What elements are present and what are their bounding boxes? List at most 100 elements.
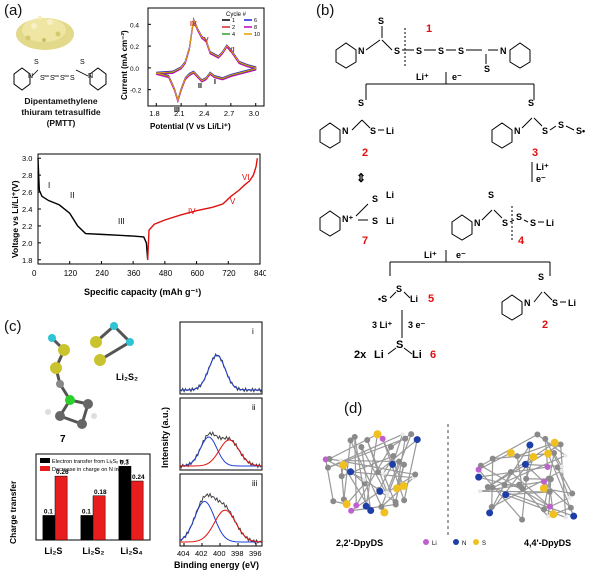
bar-2-1 bbox=[130, 480, 144, 541]
cv-series-line-cycle-2 bbox=[156, 17, 257, 102]
model-atom bbox=[559, 468, 564, 473]
model-atom bbox=[339, 461, 348, 470]
xps-fit-component bbox=[179, 509, 263, 543]
dc-xtick-label: 240 bbox=[95, 269, 109, 278]
model-atom bbox=[475, 473, 483, 481]
cv-peak-iv: IV bbox=[190, 21, 197, 28]
dpyds-models: 2,2'-DpyDS 4,4'-DpyDS Li N S bbox=[322, 424, 578, 548]
model-atom bbox=[380, 508, 389, 517]
cv-xtick-label: 1.8 bbox=[149, 109, 159, 118]
charge-transfer-chart: 0.1 0.26 Li₂S 0.1 0.18 Li₂S₂ 0.3 0.24 Li₂S₄ Char… bbox=[8, 453, 151, 556]
model-bond bbox=[366, 439, 379, 473]
model-atom bbox=[540, 506, 547, 513]
xps-frame-3 bbox=[179, 473, 263, 547]
model-atom bbox=[563, 515, 568, 520]
reagent-e-2: e⁻ bbox=[536, 174, 546, 184]
model-atom bbox=[529, 452, 538, 461]
model-atom bbox=[390, 453, 397, 460]
cv-xtick-label: 2.4 bbox=[199, 109, 209, 118]
dc-xlabel: Specific capacity (mAh g⁻¹) bbox=[84, 287, 201, 297]
model-atom bbox=[389, 460, 397, 468]
model-atom bbox=[401, 497, 408, 504]
cv-legend-label: 2 bbox=[232, 25, 235, 31]
svg-text:N: N bbox=[342, 126, 349, 136]
xps-xtick-label: 398 bbox=[231, 549, 244, 558]
xps-fit-component bbox=[179, 436, 262, 467]
model-bond bbox=[537, 434, 566, 457]
dc-ylabel: Voltage vs Li/Li⁺(V) bbox=[10, 180, 20, 258]
cv-peak-vi: VI bbox=[228, 47, 235, 54]
model-bond bbox=[382, 438, 405, 501]
xps-subpanel-label: i bbox=[252, 327, 254, 336]
xps-subpanel-label: ii bbox=[252, 403, 256, 412]
model-atom bbox=[353, 502, 360, 509]
model-atom bbox=[385, 493, 390, 498]
svg-text:N⁺: N⁺ bbox=[342, 214, 353, 224]
svg-text:S: S bbox=[484, 64, 490, 74]
bar-legend-black: Electron transfer from LiₓSₓ to 7 bbox=[52, 459, 129, 465]
model-bond bbox=[351, 503, 396, 512]
model-atom bbox=[526, 441, 534, 449]
model-atom bbox=[348, 507, 355, 514]
model-atom bbox=[413, 436, 421, 444]
svg-text:⇕: ⇕ bbox=[356, 171, 366, 185]
svg-text:Li: Li bbox=[546, 218, 554, 228]
model-atom bbox=[347, 468, 355, 476]
cv-xlabel: Potential (V vs Li/Li⁺) bbox=[150, 122, 231, 131]
compound-name: Dipentamethylene thiuram tetrasulfide (P… bbox=[6, 96, 116, 129]
model-atom bbox=[489, 484, 496, 491]
model-atom bbox=[484, 483, 491, 490]
panel-label-b: (b) bbox=[316, 2, 335, 19]
model-atom bbox=[381, 471, 386, 476]
dc-xtick-label: 840 bbox=[254, 269, 266, 278]
svg-text:S•: S• bbox=[576, 126, 585, 136]
model-atom bbox=[539, 484, 548, 493]
dc-ytick-label: 2.8 bbox=[22, 171, 32, 180]
svg-text:S: S bbox=[538, 272, 544, 282]
cv-chart: 1.8 2.1 2.4 2.7 3.0 0.4 0.2 0.0 -0.2 Current (mA… bbox=[120, 7, 265, 131]
bar-1-0 bbox=[80, 515, 94, 541]
xps-subpanel-label: iii bbox=[252, 479, 258, 488]
svg-text:S: S bbox=[542, 126, 548, 136]
svg-text:S: S bbox=[396, 339, 403, 351]
svg-text:S: S bbox=[416, 46, 422, 56]
bar-ylabel: Charge transfer bbox=[8, 480, 18, 544]
model-atom bbox=[364, 437, 371, 444]
cv-peak-ii: II bbox=[198, 83, 202, 90]
model-atom bbox=[507, 469, 514, 476]
compound-number-5: 5 bbox=[428, 293, 434, 305]
li2s-prefix: 2x bbox=[354, 349, 367, 361]
discharge-chart: 0 120 240 360 480 600 720 840 3.0 2.8 2.6 2.4 2.2 2.0… bbox=[10, 153, 266, 297]
model-atom bbox=[570, 512, 578, 520]
dpyds-left-name: 2,2'-DpyDS bbox=[336, 538, 383, 548]
cv-legend-label: 4 bbox=[232, 32, 235, 38]
svg-text:S: S bbox=[34, 59, 39, 66]
compound-number-7: 7 bbox=[362, 235, 368, 247]
dc-region-iii: III bbox=[118, 217, 125, 226]
model-atom bbox=[330, 498, 337, 505]
bar-legend-swatch-red bbox=[40, 466, 50, 471]
dc-xtick-label: 120 bbox=[64, 269, 78, 278]
dc-series-line-charge bbox=[146, 158, 259, 260]
cv-series-line-cycle-1 bbox=[156, 18, 257, 103]
reagent-e-3: e⁻ bbox=[456, 250, 466, 260]
cv-legend-label: 8 bbox=[254, 25, 257, 31]
model-atom bbox=[489, 455, 496, 462]
bar-2-0 bbox=[118, 466, 132, 541]
svg-text:S: S bbox=[530, 218, 536, 228]
svg-text:S: S bbox=[378, 16, 384, 26]
svg-text:S: S bbox=[80, 59, 85, 66]
molecule-7-label: 7 bbox=[60, 434, 66, 445]
bar-value-label: 0.1 bbox=[44, 508, 53, 515]
cv-ytick-label: 0.4 bbox=[130, 22, 139, 29]
compound-name-line1: Dipentamethylene bbox=[24, 96, 98, 106]
model-atom bbox=[523, 475, 530, 482]
model-bond bbox=[394, 464, 405, 503]
cv-series-line-cycle-8 bbox=[156, 19, 257, 104]
model-atom bbox=[367, 507, 375, 515]
model-atom bbox=[542, 435, 549, 442]
model-bond bbox=[355, 446, 392, 506]
reagent-li-1: Li⁺ bbox=[416, 72, 429, 82]
svg-text:S: S bbox=[528, 98, 534, 108]
